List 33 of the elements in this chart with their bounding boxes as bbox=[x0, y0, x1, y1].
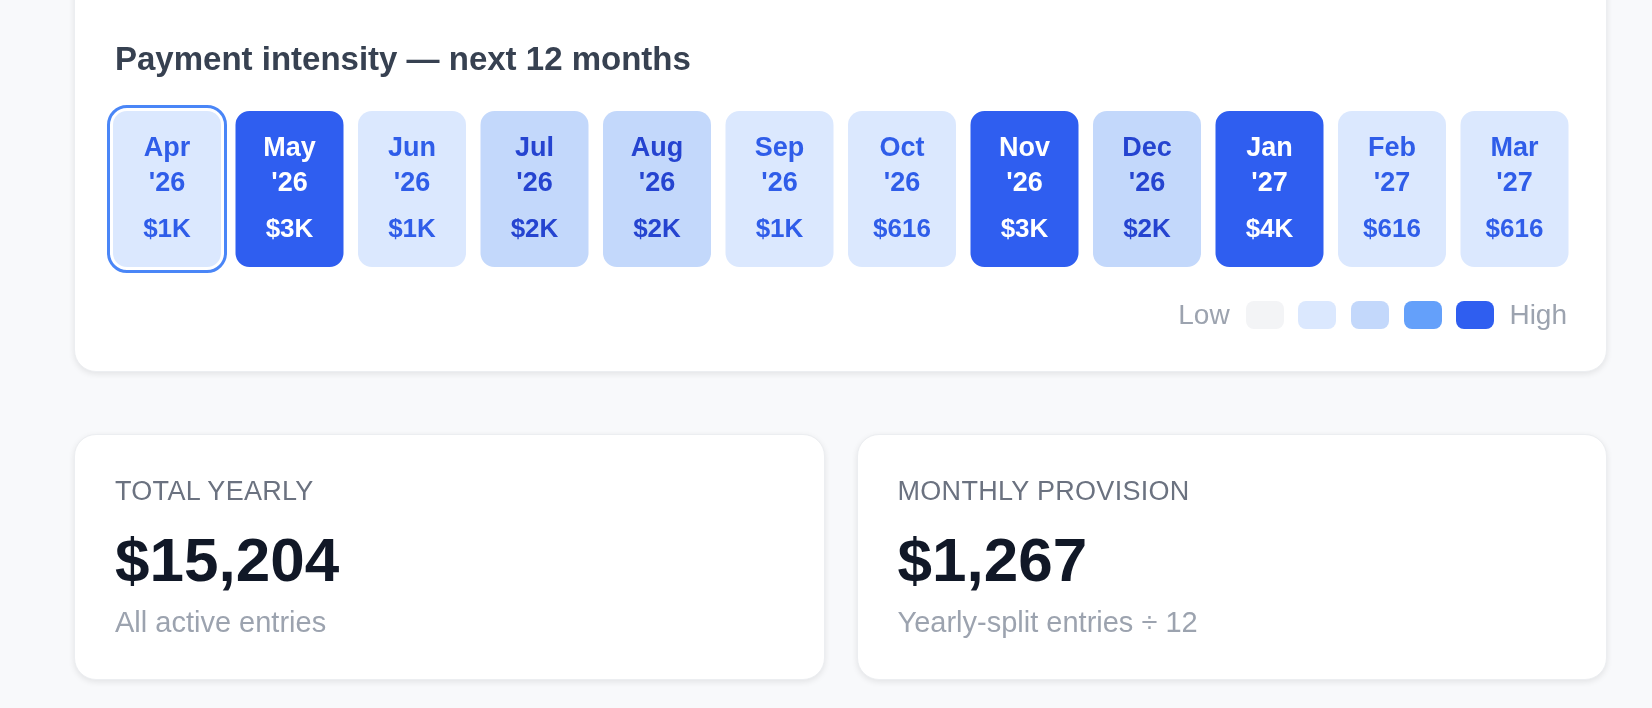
text: Low bbox=[1178, 299, 1230, 331]
x-tick-label: Apr '26 bbox=[143, 131, 191, 197]
x-tick-label: Feb '27 bbox=[1367, 131, 1417, 197]
data-label: $616 bbox=[1485, 213, 1544, 243]
text: Yearly-split entries ÷ 12 bbox=[897, 605, 1199, 639]
x-tick-label: Dec '26 bbox=[1122, 131, 1172, 197]
data-label: $1K bbox=[755, 213, 804, 243]
x-tick-label: Jul '26 bbox=[514, 131, 555, 197]
data-label: $3K bbox=[1000, 213, 1049, 243]
text: TOTAL YEARLY bbox=[115, 475, 315, 507]
data-label: $1K bbox=[143, 213, 192, 243]
text: MONTHLY PROVISION bbox=[897, 475, 1191, 507]
data-label: $2K bbox=[510, 213, 559, 243]
x-tick-label: May '26 bbox=[263, 131, 316, 197]
data-label: $4K bbox=[1245, 213, 1294, 243]
data-label: $616 bbox=[1363, 213, 1421, 243]
x-tick-label: Jun '26 bbox=[387, 131, 437, 197]
text: $1,267 bbox=[897, 524, 1089, 596]
x-tick-label: Nov '26 bbox=[998, 131, 1051, 197]
data-label: $2K bbox=[633, 213, 682, 243]
text: High bbox=[1509, 299, 1567, 331]
x-tick-label: Mar '27 bbox=[1490, 131, 1539, 197]
text: All active entries bbox=[115, 605, 328, 639]
data-label: $2K bbox=[1123, 213, 1172, 243]
x-tick-label: Aug '26 bbox=[630, 131, 684, 197]
data-label: $3K bbox=[265, 213, 314, 243]
data-label: $616 bbox=[873, 213, 931, 243]
data-label: $1K bbox=[388, 213, 437, 243]
x-tick-label: Sep '26 bbox=[754, 131, 805, 197]
chart-title: Payment intensity — next 12 months bbox=[115, 40, 691, 77]
x-tick-label: Oct '26 bbox=[879, 131, 925, 197]
x-tick-label: Jan '27 bbox=[1246, 131, 1293, 197]
text: $15,204 bbox=[115, 524, 341, 596]
